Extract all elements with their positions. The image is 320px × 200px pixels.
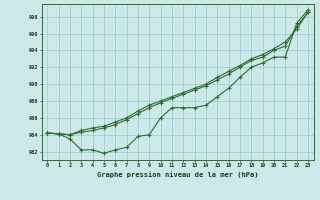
X-axis label: Graphe pression niveau de la mer (hPa): Graphe pression niveau de la mer (hPa) bbox=[97, 171, 258, 178]
